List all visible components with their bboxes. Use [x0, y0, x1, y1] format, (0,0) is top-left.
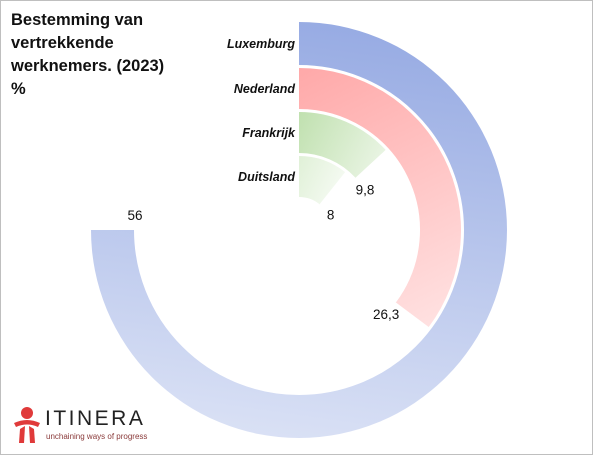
bar-nederland: [299, 68, 461, 328]
logo-name: ITINERA: [45, 407, 146, 430]
value-label-nederland: 26,3: [373, 307, 399, 322]
title-line-3: werknemers. (2023): [11, 57, 165, 75]
ring-separator: [134, 65, 464, 395]
value-label-luxemburg: 56: [127, 208, 142, 223]
title-line-2: vertrekkende: [11, 34, 114, 52]
chart-title: Bestemming van vertrekkende werknemers. …: [11, 9, 201, 101]
category-label-nederland: Nederland: [234, 82, 295, 96]
value-label-duitsland: 8: [327, 207, 335, 222]
category-label-luxemburg: Luxemburg: [227, 37, 295, 51]
value-label-frankrijk: 9,8: [356, 182, 375, 197]
itinera-logo-icon: [14, 407, 40, 443]
category-label-duitsland: Duitsland: [238, 170, 295, 184]
logo-tagline: unchaining ways of progress: [46, 432, 148, 441]
bar-duitsland: [299, 156, 346, 205]
ring-separator: [298, 153, 356, 180]
title-line-1: Bestemming van: [11, 11, 144, 29]
ring-separator: [298, 197, 320, 206]
ring-separator: [298, 109, 420, 303]
bar-frankrijk: [299, 112, 386, 179]
title-line-4: %: [11, 80, 26, 98]
category-label-frankrijk: Frankrijk: [242, 126, 296, 140]
